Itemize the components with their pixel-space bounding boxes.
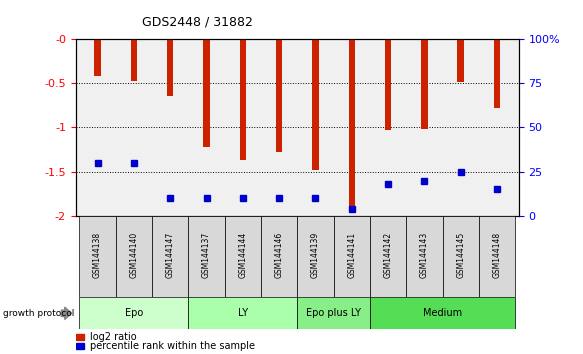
Bar [312,39,319,170]
Bar [494,39,500,108]
Bar [442,216,479,297]
Text: GSM144144: GSM144144 [238,232,247,278]
Bar [406,216,442,297]
Text: GSM144138: GSM144138 [93,232,102,278]
Bar [297,297,370,329]
Bar [79,216,116,297]
Text: GSM144147: GSM144147 [166,232,175,278]
Bar [116,216,152,297]
Bar [131,39,137,81]
Text: Epo: Epo [125,308,143,318]
Bar [224,216,261,297]
Bar [458,39,464,82]
Bar [188,297,297,329]
Bar [240,39,246,160]
Text: GSM144139: GSM144139 [311,232,320,278]
Text: GSM144146: GSM144146 [275,232,284,278]
Text: GSM144137: GSM144137 [202,232,211,278]
Text: GSM144142: GSM144142 [384,232,392,278]
Bar [188,216,224,297]
Bar [370,297,515,329]
Text: log2 ratio: log2 ratio [90,332,136,342]
Bar [152,216,188,297]
Text: GSM144140: GSM144140 [129,232,138,278]
Bar [76,334,83,340]
Text: GSM144141: GSM144141 [347,232,356,278]
Bar [297,216,333,297]
Bar [276,39,282,152]
Text: GSM144148: GSM144148 [493,232,501,278]
Bar [79,297,188,329]
Text: GDS2448 / 31882: GDS2448 / 31882 [142,15,253,28]
Bar [261,216,297,297]
Bar [421,39,428,129]
Bar [349,39,355,211]
Bar [203,39,210,147]
Text: Medium: Medium [423,308,462,318]
Bar [479,216,515,297]
Bar [370,216,406,297]
Bar [94,39,101,76]
Text: Epo plus LY: Epo plus LY [306,308,361,318]
Bar [76,343,83,349]
Text: GSM144145: GSM144145 [456,232,465,278]
Bar [333,216,370,297]
Text: percentile rank within the sample: percentile rank within the sample [90,341,255,351]
Text: LY: LY [238,308,248,318]
Text: growth protocol: growth protocol [3,309,74,318]
Bar [385,39,391,130]
Text: GSM144143: GSM144143 [420,232,429,278]
Bar [167,39,174,96]
